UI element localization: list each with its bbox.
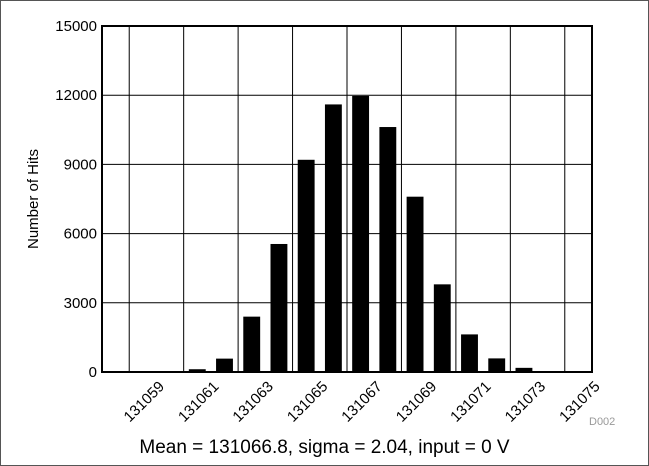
y-tick-label-0: 0 [89, 364, 97, 381]
bar-131072 [488, 358, 506, 372]
y-axis-label: Number of Hits [25, 149, 42, 249]
x-tick-label-5: 131069 [393, 378, 440, 425]
y-tick-label-3: 9000 [64, 156, 97, 173]
bar-131063 [243, 316, 261, 372]
bar-131066 [324, 104, 342, 372]
y-tick-label-1: 3000 [64, 295, 97, 312]
bar-131062 [216, 358, 233, 372]
x-tick-label-3: 131065 [284, 378, 331, 425]
x-tick-label-7: 131073 [502, 378, 549, 425]
x-tick-label-4: 131067 [338, 378, 385, 425]
grid-lines [102, 25, 592, 373]
y-tick-label-2: 6000 [64, 226, 97, 243]
bar-131065 [297, 159, 315, 372]
bar-131071 [461, 334, 478, 372]
x-tick-label-2: 131063 [229, 378, 276, 425]
bar-131067 [352, 95, 370, 372]
bar-131070 [433, 284, 451, 372]
y-tick-label-4: 12000 [55, 87, 97, 104]
x-tick-label-1: 131061 [175, 378, 222, 425]
x-tick-labels: 131059 131061 131063 131065 131067 131069 1310… [121, 378, 604, 425]
x-tick-label-0: 131059 [121, 378, 168, 425]
bars [134, 95, 587, 372]
bar-131069 [406, 196, 424, 372]
figure-id: D002 [589, 416, 616, 428]
bar-131073 [515, 367, 533, 372]
bar-131061 [188, 369, 206, 372]
chart-caption: Mean = 131066.8, sigma = 2.04, input = 0… [139, 437, 510, 458]
plot-border [101, 25, 593, 373]
x-tick-label-6: 131071 [447, 378, 494, 425]
bar-131064 [270, 243, 288, 372]
bar-131068 [379, 127, 397, 372]
y-tick-labels: 0 3000 6000 9000 12000 15000 [55, 18, 97, 381]
y-tick-label-5: 15000 [55, 18, 97, 35]
